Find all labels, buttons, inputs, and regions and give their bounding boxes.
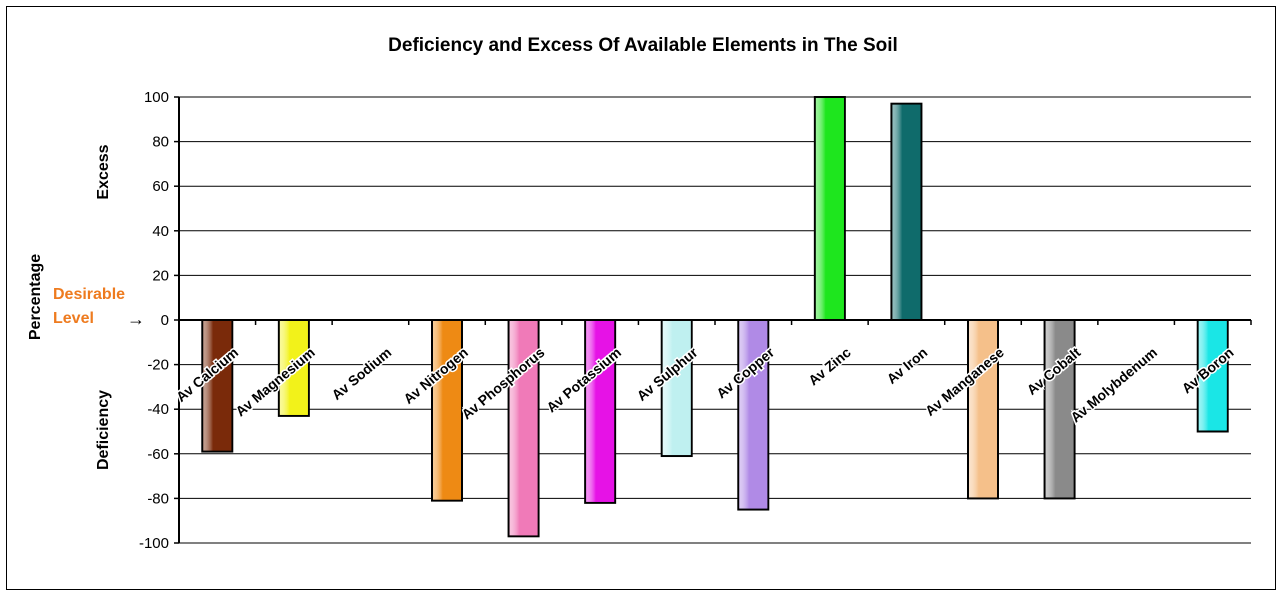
- y-tick-labels: 100 80 60 40 20 0 -20 -40 -60 -80 -100: [139, 89, 169, 552]
- y-axis-label: Percentage: [27, 254, 44, 340]
- bar-shading: [892, 104, 921, 319]
- y-tick-label: 40: [152, 223, 169, 240]
- bar-shading: [739, 321, 768, 509]
- category-label: Av Zinc: [805, 344, 854, 389]
- bar-shading: [815, 98, 844, 319]
- y-tick-label: -80: [147, 490, 169, 507]
- chart-title: Deficiency and Excess Of Available Eleme…: [388, 35, 898, 56]
- y-tick-label: -60: [147, 446, 169, 463]
- bar-shading: [509, 321, 538, 536]
- y-tick-label: -20: [147, 357, 169, 374]
- y-tick-label: 0: [161, 312, 169, 329]
- y-tick-label: 60: [152, 178, 169, 195]
- y-tick-label: 100: [144, 89, 169, 106]
- bar-shading: [203, 321, 232, 451]
- category-label: Av Sodium: [328, 344, 394, 403]
- desirable-level-label-line2: Level: [53, 310, 94, 327]
- chart-frame: Deficiency and Excess Of Available Eleme…: [6, 6, 1276, 590]
- y-axis-deficiency-label: Deficiency: [95, 390, 112, 470]
- bar-shading: [969, 321, 997, 498]
- bar-shading: [1045, 321, 1074, 498]
- bar-shading: [433, 321, 461, 500]
- y-tick-label: 20: [152, 267, 169, 284]
- bar-shading: [586, 321, 615, 502]
- bar-shading: [662, 321, 691, 456]
- y-tick-label: -40: [147, 401, 169, 418]
- bar-chart: Deficiency and Excess Of Available Eleme…: [27, 35, 1252, 552]
- desirable-level-arrow: →: [127, 309, 145, 329]
- category-label: Av Iron: [884, 344, 931, 387]
- y-axis-excess-label: Excess: [95, 144, 112, 199]
- bars: [201, 96, 1229, 538]
- bar-shading: [279, 321, 308, 415]
- bar-shading: [1198, 321, 1227, 431]
- axes: [174, 96, 1252, 544]
- y-tick-label: 80: [152, 134, 169, 151]
- desirable-level-label-line1: Desirable: [53, 286, 125, 303]
- y-tick-label: -100: [139, 535, 169, 552]
